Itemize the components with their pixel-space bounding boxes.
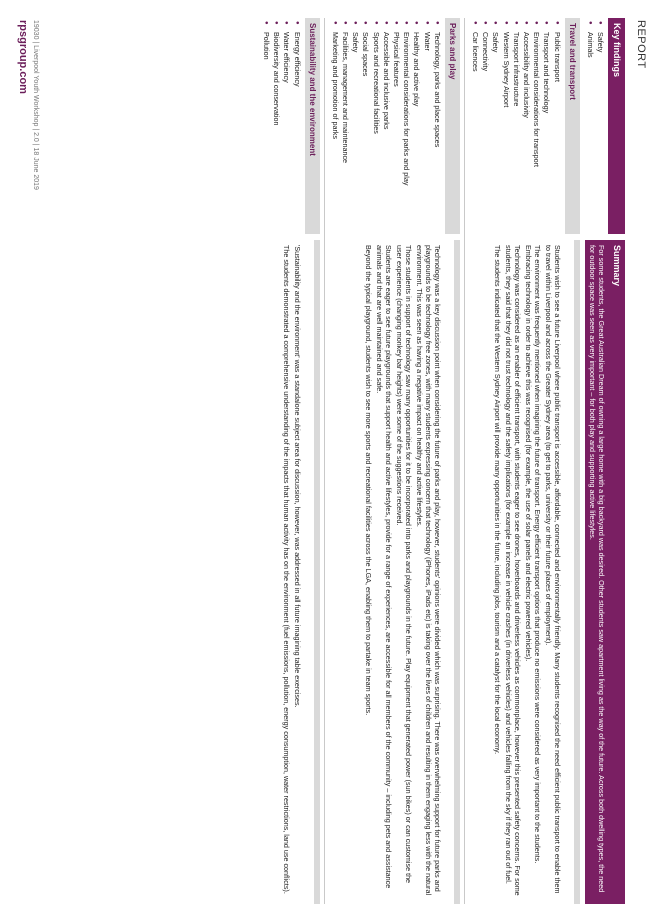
summary-paragraph: The environment was frequently mentioned… (523, 245, 542, 864)
travel-summary: Students wish to see a future Liverpool … (467, 240, 565, 904)
sustainability-findings: Energy efficiency Water efficiency Biodi… (258, 18, 305, 234)
list-item: Energy efficiency (291, 32, 302, 234)
travel-findings: Public transport Transport and technolog… (467, 18, 565, 234)
table-header: Key findings Summary (608, 18, 625, 904)
list-item: Technology, parks and place spaces (432, 32, 442, 234)
list-item: Safety (595, 32, 605, 234)
parks-findings: Technology, parks and place spaces Water… (327, 18, 445, 234)
section-bar (453, 240, 460, 904)
divider (323, 18, 325, 904)
section-bar (313, 240, 320, 904)
findings-table: Key findings Summary Safety Animals For … (258, 18, 625, 904)
summary-paragraph: The students demonstrated a comprehensiv… (281, 245, 291, 894)
list-item: Accessibility and inclusivity (521, 32, 531, 234)
top-summary: For some students, the Great Australian … (582, 240, 608, 904)
list-item: Environmental considerations for transpo… (531, 32, 541, 234)
list-item: Safety (350, 32, 360, 234)
list-item: Public transport (551, 32, 562, 234)
section-travel: Public transport Transport and technolog… (467, 18, 565, 904)
list-item: Biodiversity and conservation (271, 32, 281, 234)
header-summary: Summary (608, 240, 625, 904)
list-item: Marketing and promotion of parks (330, 32, 340, 234)
list-item: Transport infrastructure (511, 32, 521, 234)
summary-paragraph: The students indicated that the Western … (492, 245, 502, 755)
divider (463, 18, 465, 904)
sustainability-summary: 'Sustainability and the environment' was… (258, 240, 305, 904)
header-key-findings: Key findings (608, 18, 625, 234)
list-item: Facilities, management and maintenance (340, 32, 350, 234)
section-title-parks: Parks and play (444, 18, 460, 234)
section-parks-header-row: Parks and play (444, 18, 462, 904)
parks-summary: Technology was a key discussion point wh… (327, 240, 445, 904)
top-row: Safety Animals For some students, the Gr… (582, 18, 608, 904)
section-title-travel: Travel and transport (564, 18, 580, 234)
list-item: Healthy and active play (411, 32, 421, 234)
list-item: Connectivity (480, 32, 490, 234)
list-item: Water efficiency (281, 32, 291, 234)
list-item: Physical features (391, 32, 401, 234)
list-item: Car licences (470, 32, 480, 234)
summary-paragraph: Technology was a key discussion point wh… (414, 245, 442, 896)
list-item: Social spaces (360, 32, 370, 234)
footer-website-link[interactable]: rpsgroup.com (17, 20, 29, 94)
list-item: Animals (585, 32, 595, 234)
section-travel-header-row: Travel and transport (564, 18, 582, 904)
list-item: Pollution (261, 32, 271, 234)
section-sustainability: Energy efficiency Water efficiency Biodi… (258, 18, 305, 904)
list-item: Sports and recreational facilities (370, 32, 381, 234)
summary-paragraph: 'Sustainability and the environment' was… (292, 245, 302, 708)
report-label: REPORT (635, 20, 647, 69)
section-sustainability-header-row: Sustainability and the environment (304, 18, 322, 904)
list-item: Environmental considerations for parks a… (401, 32, 411, 234)
summary-paragraph: Students are eager to see future playgro… (374, 245, 393, 889)
section-parks: Technology, parks and place spaces Water… (327, 18, 445, 904)
summary-paragraph: Those students in support of technology … (394, 245, 413, 884)
section-bar (573, 240, 580, 904)
list-item: Water (421, 32, 432, 234)
summary-paragraph: Beyond the typical playground, students … (363, 245, 373, 716)
summary-paragraph: Technology was considered as an enabler … (503, 245, 522, 896)
top-findings: Safety Animals (582, 18, 608, 234)
list-item: Accessible and inclusive parks (381, 32, 391, 234)
footer-meta: 19030 | Liverpool Youth Workshop | 2.0 |… (32, 20, 39, 190)
section-title-sustainability: Sustainability and the environment (304, 18, 320, 234)
summary-paragraph: Students wish to see a future Liverpool … (543, 245, 562, 894)
list-item: Transport and technology (541, 32, 551, 234)
top-summary-text: For some students, the Great Australian … (585, 240, 608, 904)
list-item: Western Sydney Airport (500, 32, 511, 234)
list-item: Safety (490, 32, 500, 234)
